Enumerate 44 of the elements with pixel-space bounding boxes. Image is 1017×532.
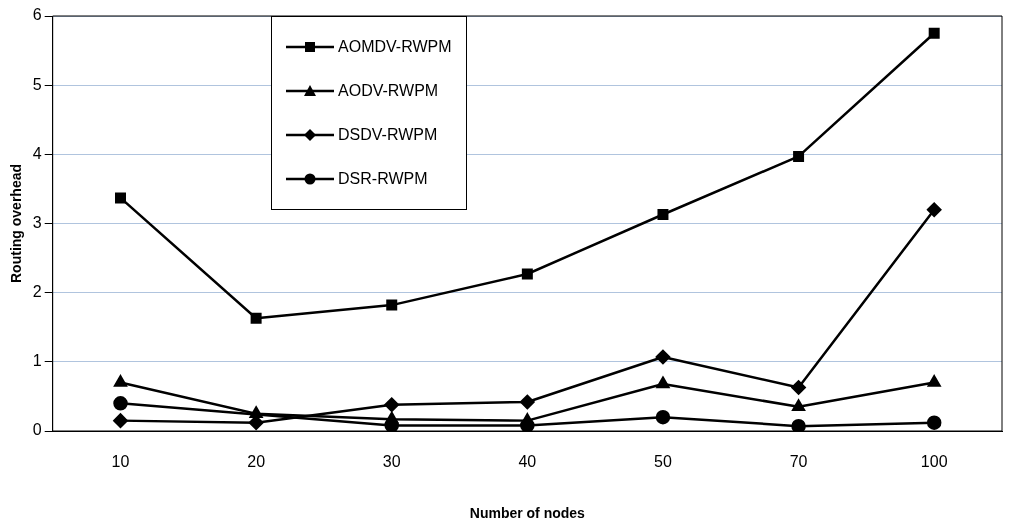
y-tick-label: 1 <box>32 352 42 370</box>
point <box>655 409 671 425</box>
point <box>928 27 940 39</box>
point <box>791 418 806 431</box>
point <box>249 406 263 418</box>
legend-label: DSR-RWPM <box>338 170 428 188</box>
point <box>926 202 942 217</box>
point <box>115 192 126 204</box>
y-tick-label: 4 <box>32 144 42 162</box>
point <box>250 312 262 324</box>
point <box>792 399 806 412</box>
y-tick-label: 0 <box>32 421 42 439</box>
point <box>926 415 942 430</box>
point <box>113 413 128 428</box>
y-tick-label: 3 <box>32 213 42 231</box>
x-tick-label: 50 <box>654 453 672 471</box>
point <box>656 376 670 389</box>
point <box>113 396 128 411</box>
y-tick-label: 5 <box>32 75 42 93</box>
x-tick-label: 30 <box>382 453 401 471</box>
x-tick-label: 10 <box>111 453 130 471</box>
point <box>927 375 941 387</box>
y-tick-label: 2 <box>32 283 42 301</box>
point <box>385 411 399 424</box>
x-axis-title: Number of nodes <box>469 505 586 522</box>
x-tick-label: 100 <box>920 453 948 471</box>
point <box>657 209 669 220</box>
y-axis-title: Routing overhead <box>8 163 25 284</box>
legend-label: AODV-RWPM <box>338 82 439 100</box>
point <box>791 380 806 395</box>
x-tick-label: 70 <box>789 453 808 471</box>
point <box>520 394 535 410</box>
point <box>114 375 127 387</box>
x-tick-label: 40 <box>518 453 537 471</box>
y-tick-label: 6 <box>32 6 42 24</box>
point <box>793 150 805 162</box>
legend-label: DSDV-RWPM <box>338 126 438 144</box>
point <box>521 268 533 280</box>
legend-label: AOMDV-RWPM <box>338 38 452 56</box>
point <box>520 413 534 425</box>
point <box>655 349 671 365</box>
point <box>384 397 399 412</box>
x-tick-label: 20 <box>247 453 266 471</box>
point <box>386 299 398 311</box>
